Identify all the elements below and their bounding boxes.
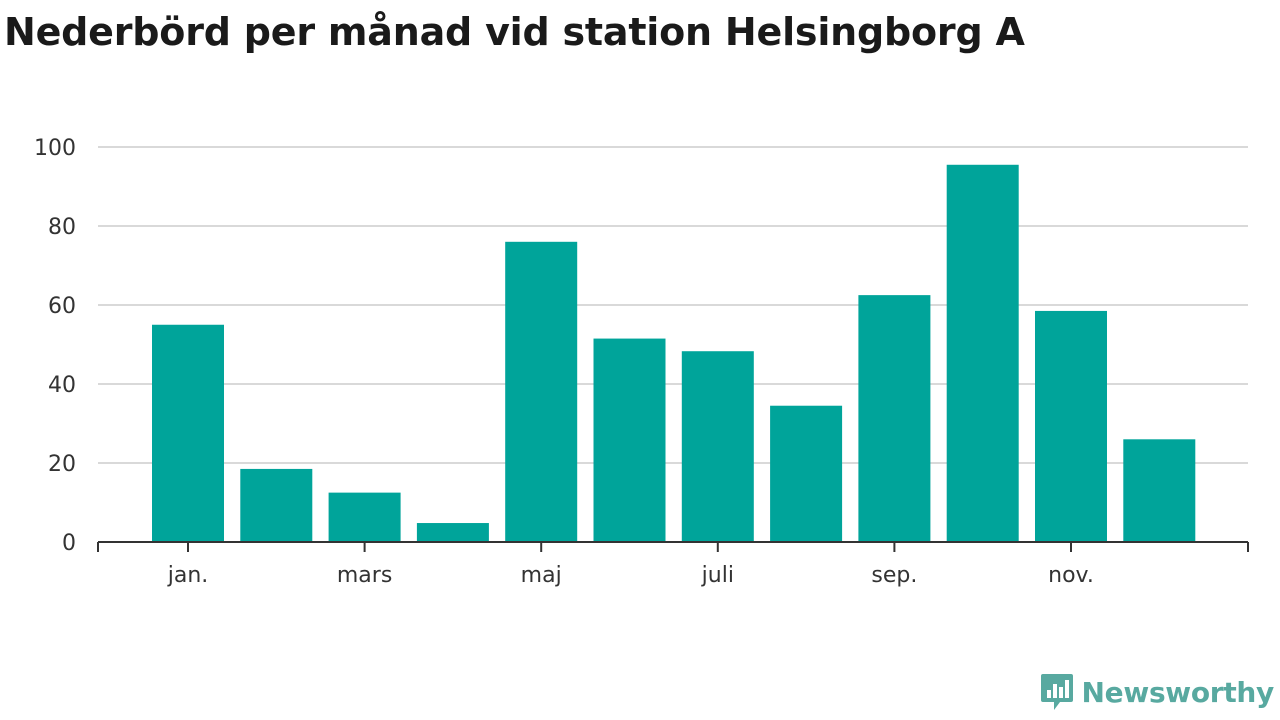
y-tick-label: 60 (48, 294, 76, 319)
bar-april (416, 523, 489, 542)
bar-sep (858, 295, 931, 542)
bar-dec (1123, 439, 1196, 542)
bar-okt (946, 164, 1019, 542)
brand-logo-block: Newsworthy (1040, 672, 1274, 712)
brand-name: Newsworthy (1081, 675, 1275, 709)
y-tick-label: 80 (48, 215, 76, 240)
x-axis-ticks (97, 542, 1249, 552)
x-tick-label: nov. (1048, 563, 1094, 588)
chart-title: Nederbörd per månad vid station Helsingb… (4, 10, 1025, 54)
x-tick-label: juli (701, 563, 734, 588)
bar-mars (328, 492, 401, 542)
x-tick-label: sep. (871, 563, 917, 588)
y-tick-label: 40 (48, 373, 76, 398)
y-axis-tick-labels: 0 20 40 60 80 100 (34, 136, 76, 556)
bar-nov (1035, 310, 1107, 542)
bar-aug (770, 405, 843, 542)
bars (152, 164, 1196, 543)
y-tick-label: 20 (48, 452, 76, 477)
bar-maj (505, 241, 578, 543)
x-tick-label: jan. (167, 563, 209, 588)
bar-jan (152, 324, 224, 542)
y-tick-label: 100 (34, 136, 76, 161)
y-tick-label: 0 (62, 531, 76, 556)
bar-juli (681, 351, 754, 542)
bar-feb (240, 468, 313, 542)
bar-juni (593, 338, 666, 542)
x-tick-label: maj (521, 563, 562, 588)
newsworthy-bar-chart-icon (1040, 674, 1073, 710)
x-tick-label: mars (337, 563, 392, 588)
x-axis-tick-labels: jan. mars maj juli sep. nov. (167, 563, 1094, 588)
